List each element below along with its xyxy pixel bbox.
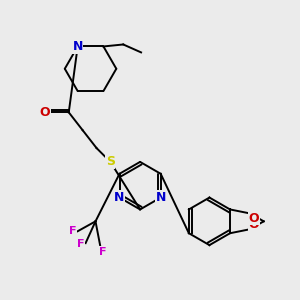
Text: O: O [248,212,259,225]
Text: F: F [77,239,84,249]
Text: O: O [248,218,259,231]
Text: F: F [69,226,76,236]
Text: N: N [155,191,166,204]
Text: N: N [73,40,83,53]
Text: F: F [99,247,106,257]
Text: N: N [114,191,125,204]
Text: S: S [106,155,115,168]
Text: O: O [40,106,50,119]
